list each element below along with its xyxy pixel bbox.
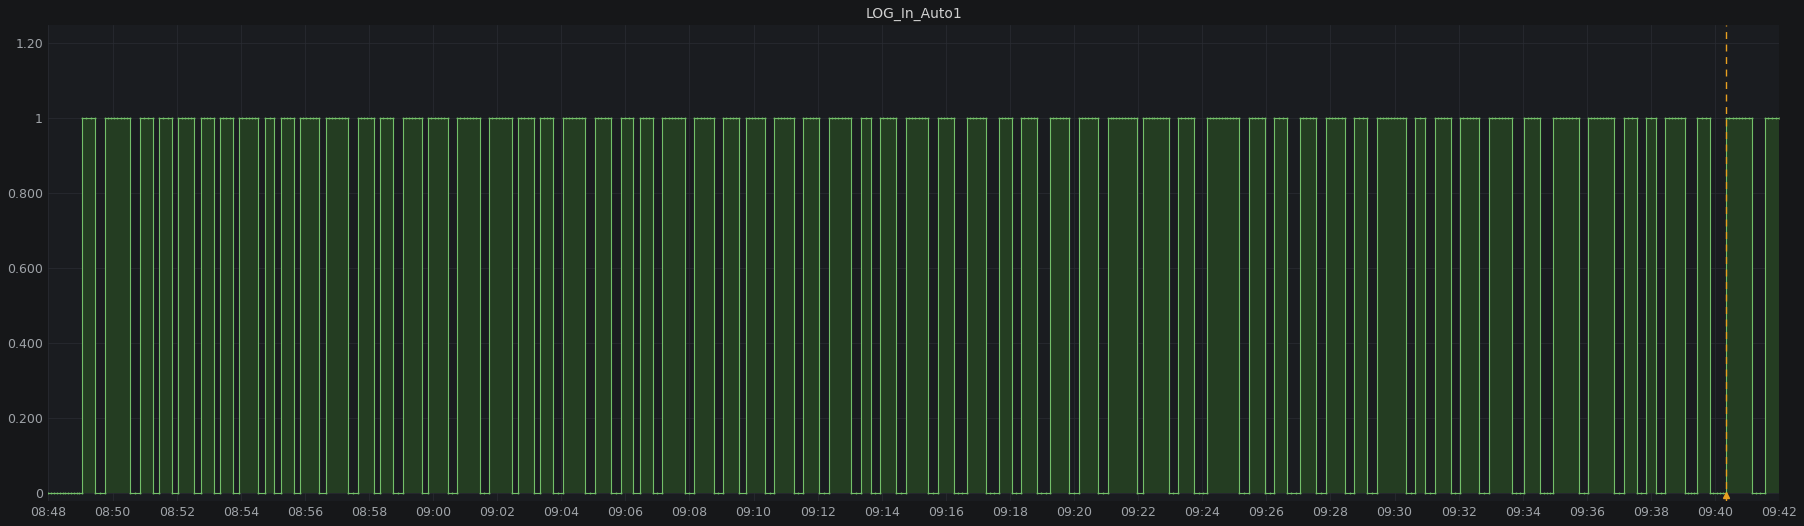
Title: LOG_In_Auto1: LOG_In_Auto1 bbox=[866, 7, 962, 21]
